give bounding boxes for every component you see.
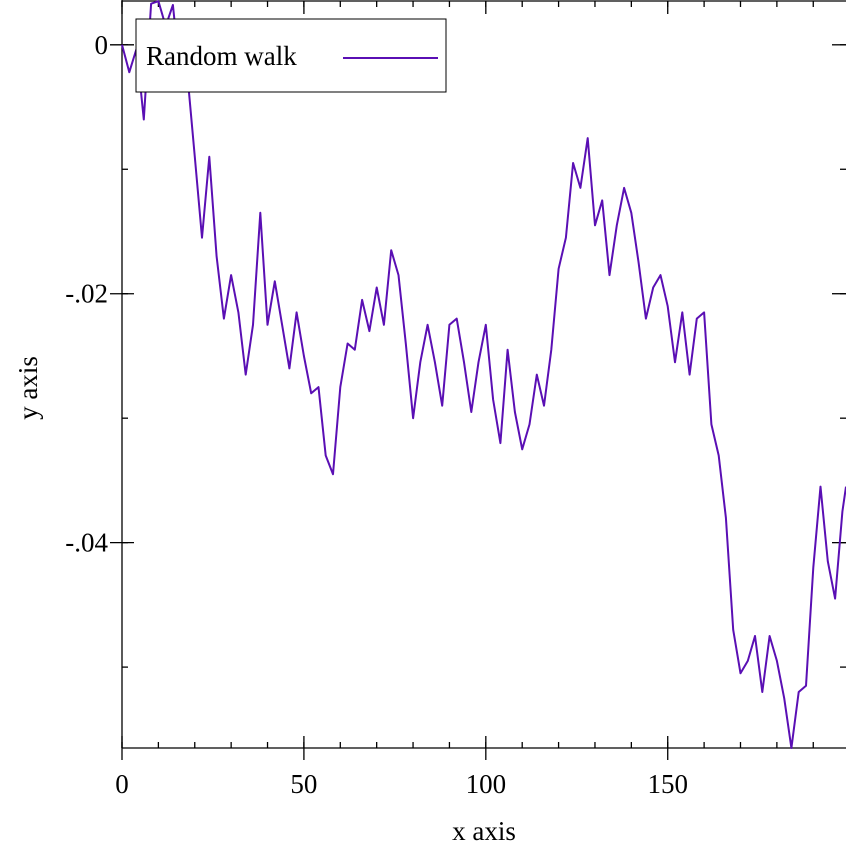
legend-box — [135, 18, 447, 93]
ticks: 0 50 100 150 0 -.02 -.04 — [65, 1, 846, 799]
x-tick-label: 150 — [647, 769, 688, 799]
x-axis-label: x axis — [452, 816, 516, 846]
y-tick-label: 0 — [95, 30, 109, 60]
legend: Random walk — [135, 18, 447, 93]
y-axis-label: y axis — [13, 356, 43, 420]
legend-label: Random walk — [146, 41, 297, 71]
y-tick-label: -.04 — [65, 528, 108, 558]
y-tick-label: -.02 — [65, 279, 108, 309]
plot-area — [121, 0, 846, 749]
x-tick-label: 0 — [115, 769, 129, 799]
x-tick-label: 100 — [466, 769, 507, 799]
x-tick-label: 50 — [290, 769, 317, 799]
axes — [121, 0, 846, 749]
series-line-random-walk — [121, 0, 846, 749]
